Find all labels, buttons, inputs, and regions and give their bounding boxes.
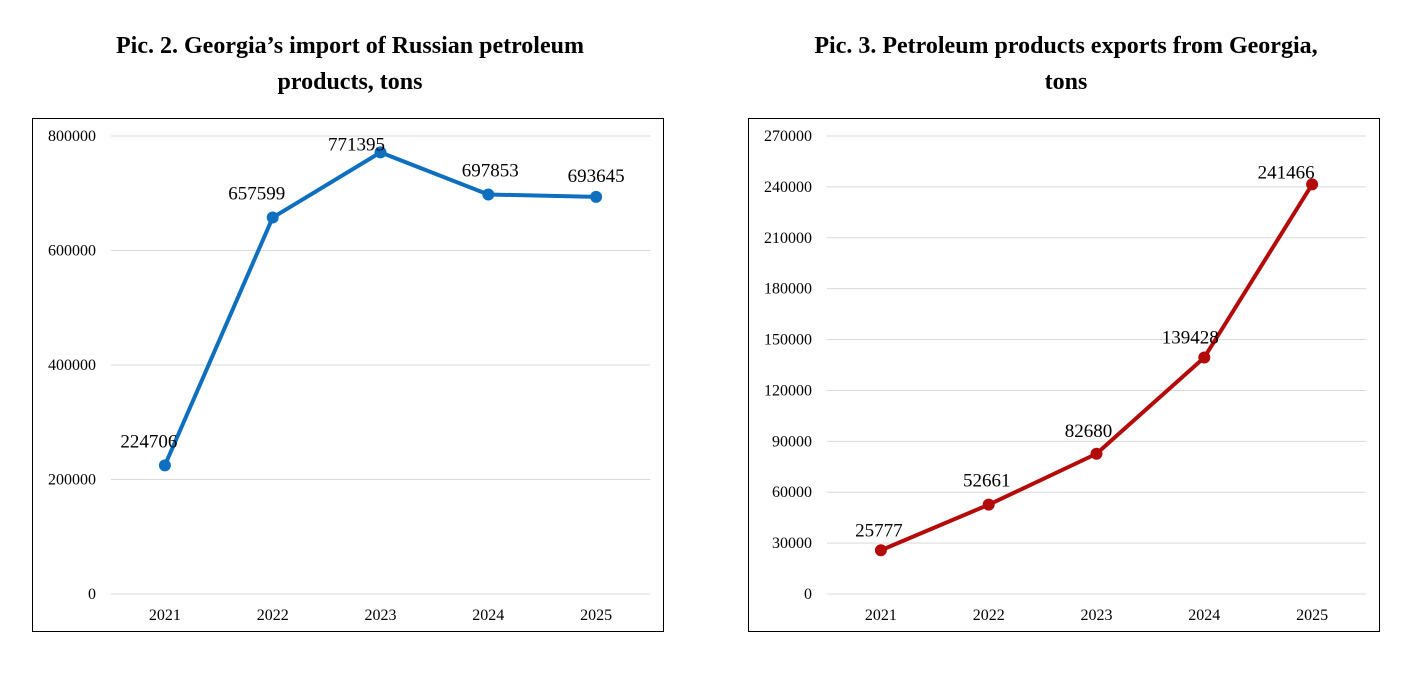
import-line-chart: 0 200000 400000 600000 800000 2021 2022 2023 202… [48, 128, 650, 624]
y-tick-label: 800000 [48, 128, 96, 145]
import-chart-panel: Pic. 2. Georgia’s import of Russian petr… [30, 0, 670, 685]
chart-title-line: Pic. 3. Petroleum products exports from … [814, 33, 1318, 59]
x-tick-label: 2025 [580, 607, 612, 624]
y-tick-label: 400000 [48, 357, 96, 374]
data-point [374, 146, 387, 159]
series-line [878, 182, 1315, 553]
x-tick-label: 2024 [472, 607, 504, 624]
y-tick-label: 200000 [48, 472, 96, 489]
chart-title: Pic. 2. Georgia’s import of Russian petr… [30, 28, 670, 100]
data-label: 224706 [120, 431, 177, 452]
x-tick-label: 2023 [1081, 607, 1113, 624]
chart-title-line: products, tons [277, 69, 423, 95]
y-tick-label: 210000 [764, 230, 812, 247]
chart-title-line: Pic. 2. Georgia’s import of Russian petr… [116, 33, 584, 59]
x-tick-label: 2022 [257, 607, 289, 624]
export-line-chart: 0 30000 60000 90000 120000 150000 180000 210000… [764, 128, 1366, 624]
x-tick-label: 2024 [1188, 607, 1220, 624]
data-point [266, 211, 279, 224]
data-point [982, 498, 995, 511]
y-tick-label: 60000 [772, 484, 812, 501]
chart-title: Pic. 3. Petroleum products exports from … [746, 28, 1386, 100]
x-tick-label: 2025 [1296, 607, 1328, 624]
y-tick-label: 0 [88, 586, 96, 603]
chart-title-line: tons [1044, 69, 1088, 95]
chart-area: 0 30000 60000 90000 120000 150000 180000 210000… [748, 118, 1380, 632]
y-tick-label: 240000 [764, 179, 812, 196]
x-tick-label: 2021 [149, 607, 181, 624]
x-tick-label: 2021 [865, 607, 897, 624]
x-tick-label: 2023 [365, 607, 397, 624]
y-tick-label: 270000 [764, 128, 812, 145]
data-point [158, 459, 171, 472]
y-tick-label: 600000 [48, 243, 96, 260]
chart-area: 0 200000 400000 600000 800000 2021 2022 2023 202… [32, 118, 664, 632]
data-point [874, 544, 887, 557]
y-tick-label: 150000 [764, 332, 812, 349]
data-label: 693645 [568, 166, 625, 187]
x-tick-label: 2022 [973, 607, 1005, 624]
data-label: 25777 [855, 520, 903, 541]
export-chart-panel: Pic. 3. Petroleum products exports from … [746, 0, 1386, 685]
data-label: 82680 [1065, 421, 1113, 442]
data-label: 241466 [1258, 162, 1315, 183]
data-label: 771395 [328, 134, 385, 155]
data-point [482, 188, 495, 201]
data-label: 657599 [228, 184, 285, 205]
data-label: 697853 [462, 160, 519, 181]
data-point [1090, 447, 1103, 460]
y-tick-label: 180000 [764, 281, 812, 298]
data-label: 139428 [1162, 327, 1219, 348]
y-tick-label: 0 [804, 586, 812, 603]
y-tick-label: 120000 [764, 382, 812, 399]
data-point [1306, 178, 1319, 191]
data-point [590, 190, 603, 203]
y-tick-label: 90000 [772, 433, 812, 450]
data-point [1198, 351, 1211, 364]
y-tick-label: 30000 [772, 535, 812, 552]
data-label: 52661 [963, 471, 1011, 492]
